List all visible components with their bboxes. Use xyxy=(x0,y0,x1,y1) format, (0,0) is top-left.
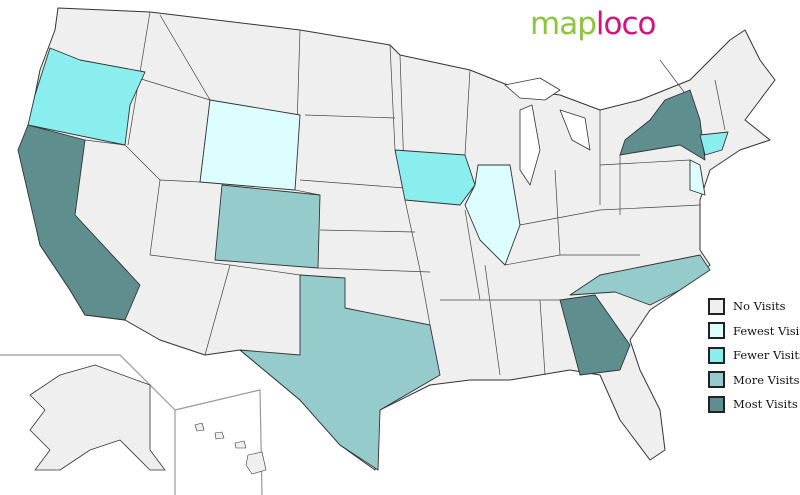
legend-item-more: More Visits xyxy=(708,368,800,393)
state-wyoming xyxy=(199,99,301,191)
legend-item-most: Most Visits xyxy=(708,392,800,417)
legend-item-fewer: Fewer Visits xyxy=(708,343,800,368)
state-border-16 xyxy=(554,169,561,256)
legend-swatch xyxy=(708,346,725,364)
state-border-11 xyxy=(519,204,701,226)
state-hawaii-kauai xyxy=(194,422,205,432)
state-border-14 xyxy=(484,264,501,376)
state-hawaii-oahu xyxy=(214,431,225,440)
lake-huron xyxy=(559,109,591,151)
legend-label: Fewest Visits xyxy=(733,323,800,338)
state-border-8 xyxy=(389,44,396,151)
legend-label: Most Visits xyxy=(733,397,798,412)
state-border-23 xyxy=(464,209,481,301)
legend-swatch xyxy=(708,297,725,315)
maploco-logo: maploco xyxy=(530,6,657,42)
state-border-25 xyxy=(714,79,726,131)
state-new-jersey xyxy=(689,159,706,196)
logo-loco: loco xyxy=(595,6,657,42)
legend-swatch xyxy=(708,322,725,340)
legend: No Visits Fewest Visits Fewer Visits Mor… xyxy=(708,294,800,417)
state-hawaii-maui xyxy=(234,440,247,449)
state-border-15 xyxy=(539,299,546,376)
state-border-10 xyxy=(464,69,471,156)
state-border-22 xyxy=(229,264,301,276)
lake-superior xyxy=(504,77,561,101)
state-north-carolina xyxy=(569,254,711,306)
legend-swatch xyxy=(708,371,725,389)
state-border-18 xyxy=(599,159,691,166)
state-alaska xyxy=(29,364,166,471)
legend-label: More Visits xyxy=(733,372,800,387)
state-border-5 xyxy=(299,179,406,189)
state-california xyxy=(17,124,141,321)
hawaii-inset-border xyxy=(174,389,263,495)
state-border-9 xyxy=(399,54,431,326)
state-georgia xyxy=(559,294,631,376)
lake-michigan xyxy=(519,104,541,186)
legend-item-fewest: Fewest Visits xyxy=(708,319,800,344)
legend-label: Fewer Visits xyxy=(733,348,800,363)
state-colorado xyxy=(214,184,321,269)
state-connecticut xyxy=(699,131,729,156)
logo-map: map xyxy=(530,6,597,42)
state-iowa xyxy=(394,149,476,206)
legend-item-none: No Visits xyxy=(708,294,800,319)
legend-swatch xyxy=(708,395,725,413)
state-texas xyxy=(239,274,441,471)
alaska-inset-border xyxy=(0,354,176,495)
state-border-6 xyxy=(319,229,416,233)
legend-label: No Visits xyxy=(733,299,786,314)
state-hawaii-big-island xyxy=(245,451,267,475)
state-border-7 xyxy=(317,267,431,273)
state-new-york xyxy=(619,89,706,161)
state-border-4 xyxy=(304,114,396,119)
state-oregon xyxy=(27,47,146,146)
state-illinois xyxy=(464,164,521,266)
